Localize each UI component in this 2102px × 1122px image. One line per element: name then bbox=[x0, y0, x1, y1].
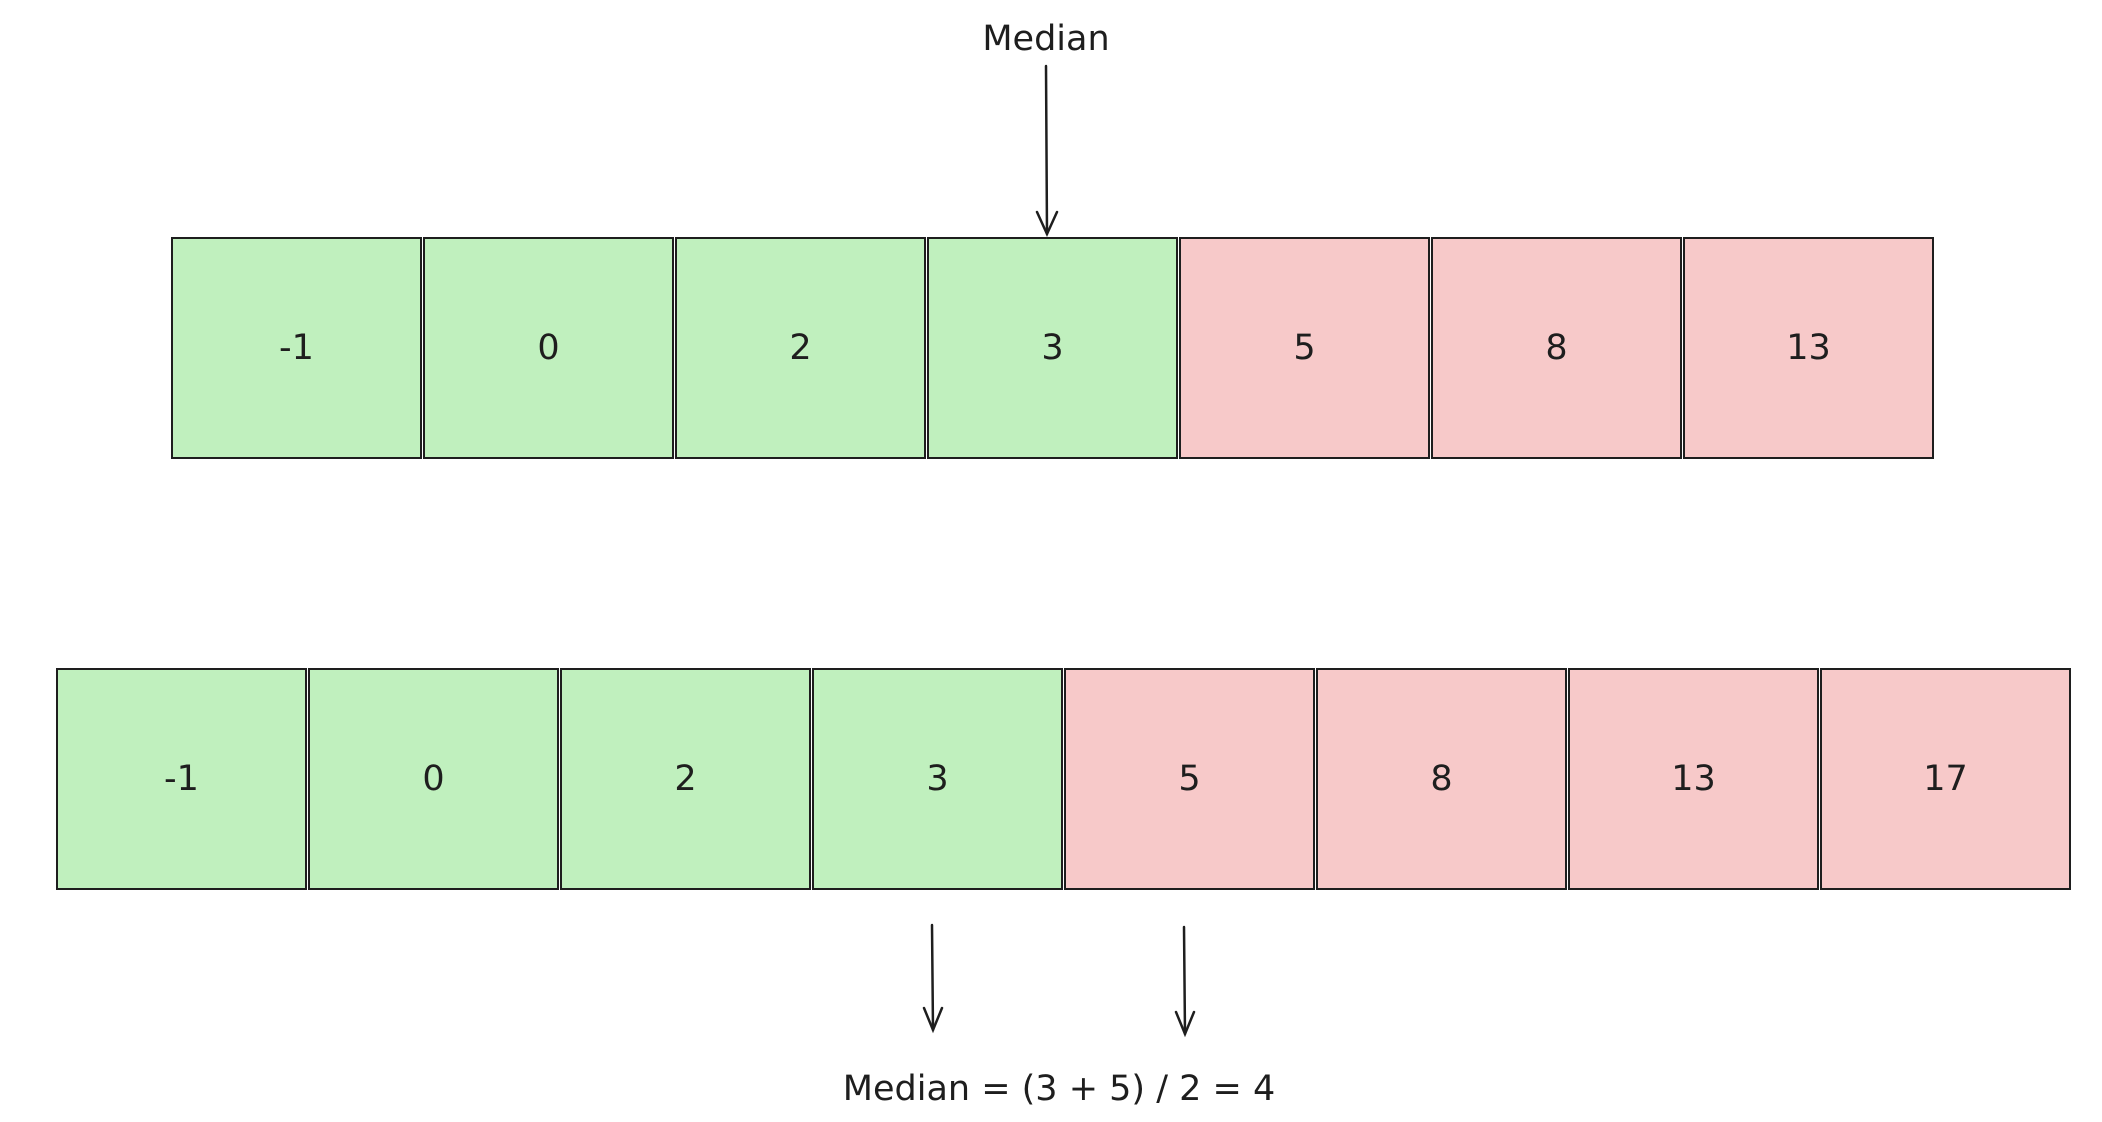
array-cell: 5 bbox=[1179, 237, 1430, 459]
array-cell: 2 bbox=[675, 237, 926, 459]
array-cell: 5 bbox=[1064, 668, 1315, 890]
array-cell: 17 bbox=[1820, 668, 2071, 890]
array-cell: -1 bbox=[56, 668, 307, 890]
array-cell: 8 bbox=[1316, 668, 1567, 890]
array-cell: 2 bbox=[560, 668, 811, 890]
array-cell: 13 bbox=[1568, 668, 1819, 890]
even-array-row: -1 0 2 3 5 8 13 17 bbox=[56, 668, 2072, 890]
bottom-median-formula: Median = (3 + 5) / 2 = 4 bbox=[842, 1069, 1276, 1109]
right-middle-arrow bbox=[1174, 925, 1196, 1038]
array-cell: 8 bbox=[1431, 237, 1682, 459]
array-cell: 3 bbox=[812, 668, 1063, 890]
array-cell: 13 bbox=[1683, 237, 1934, 459]
array-cell: -1 bbox=[171, 237, 422, 459]
array-cell: 0 bbox=[423, 237, 674, 459]
odd-array-row: -1 0 2 3 5 8 13 bbox=[171, 237, 1935, 459]
array-cell: 3 bbox=[927, 237, 1178, 459]
left-middle-arrow bbox=[922, 923, 944, 1034]
top-median-label: Median bbox=[982, 19, 1110, 59]
top-median-arrow bbox=[1035, 64, 1059, 238]
array-cell: 0 bbox=[308, 668, 559, 890]
